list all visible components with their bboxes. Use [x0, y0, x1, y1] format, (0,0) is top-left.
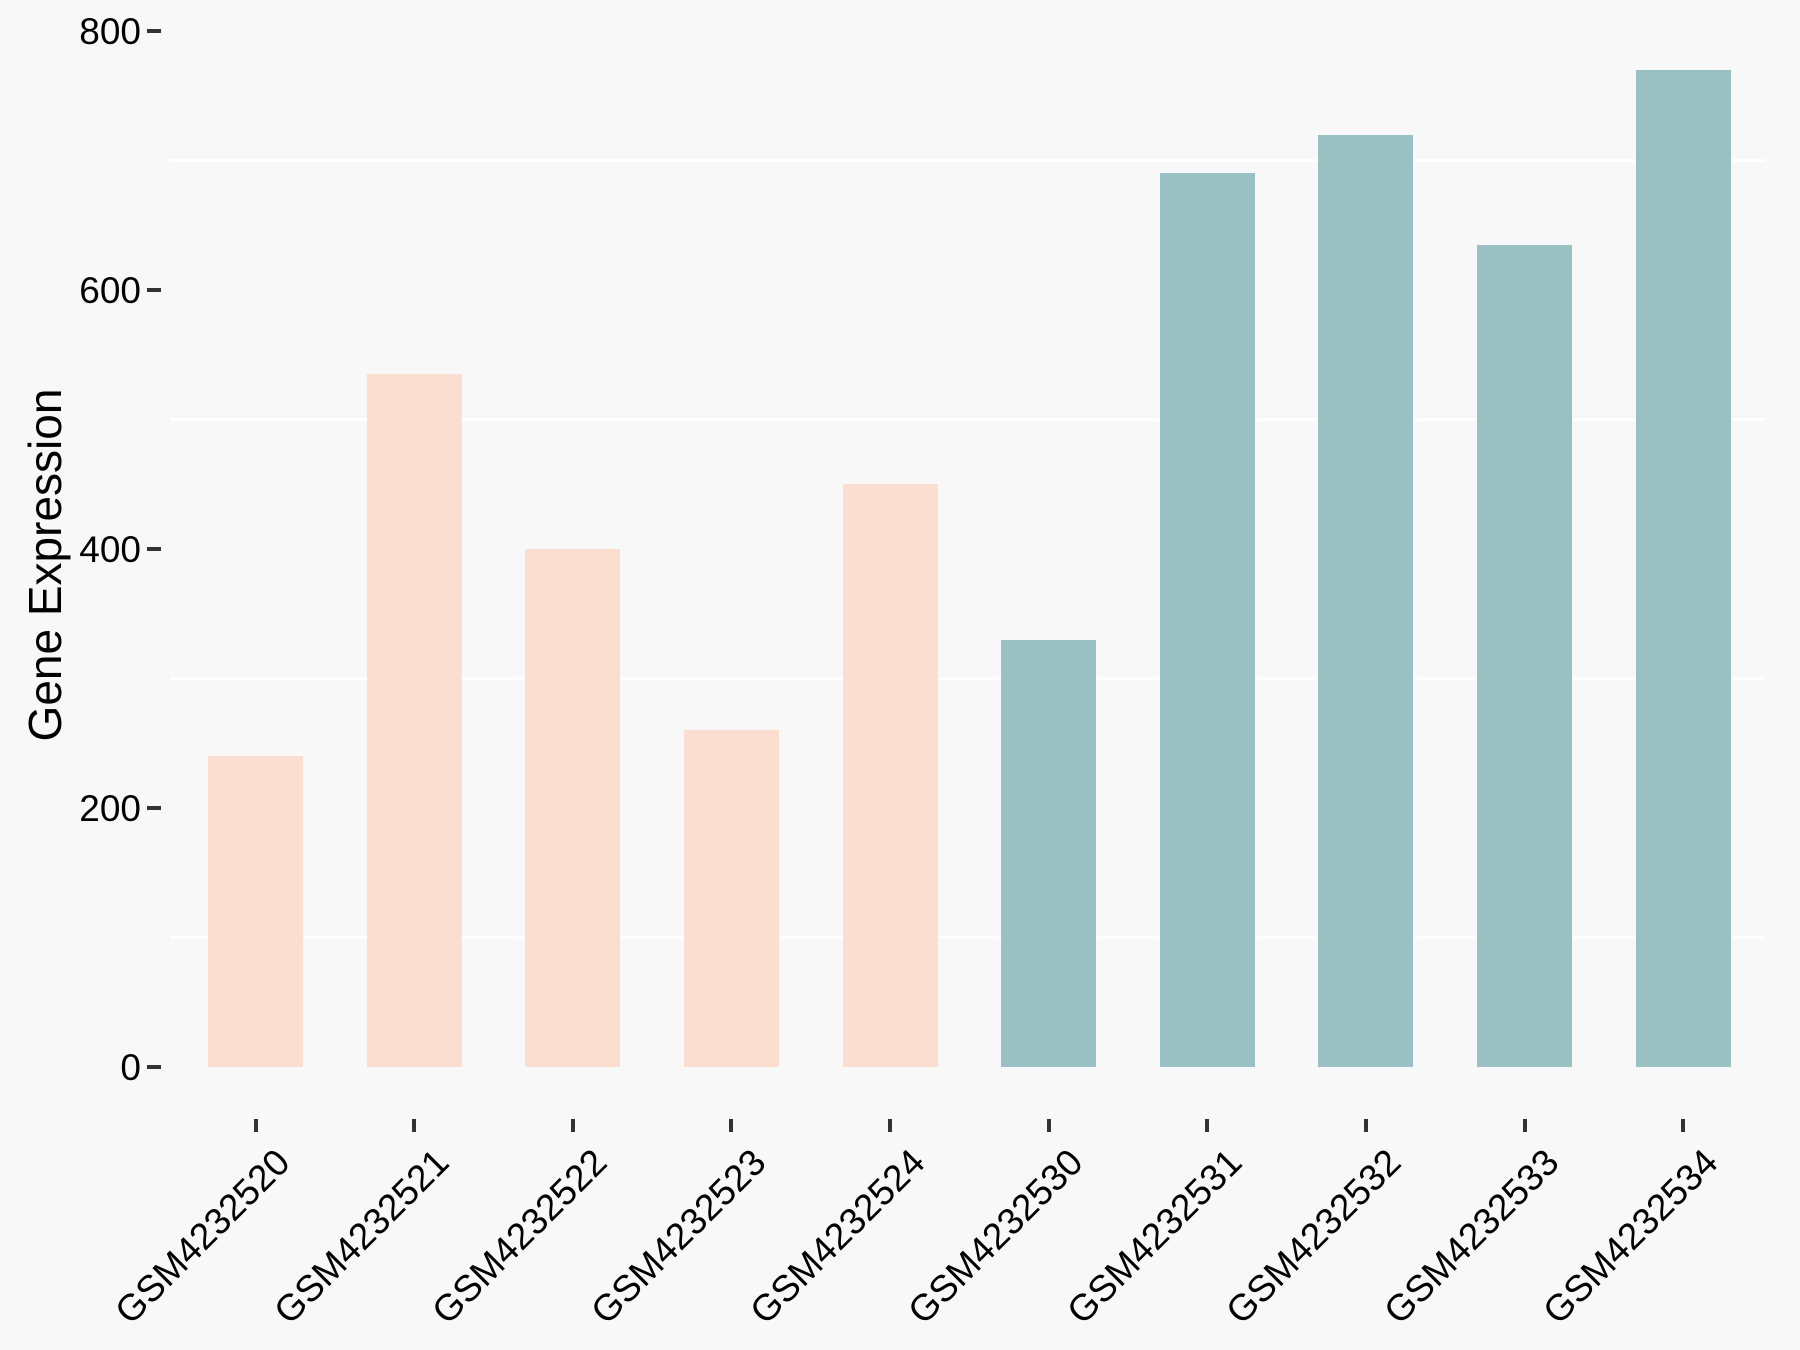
x-tick-mark-GSM4232532: [1363, 1119, 1368, 1132]
x-tick-mark-GSM4232521: [412, 1119, 417, 1132]
bar-GSM4232531: [1159, 173, 1255, 1067]
minor-gridline-500: [170, 418, 1765, 421]
y-tick-mark-400: [147, 547, 161, 551]
y-tick-label-600: 600: [79, 269, 141, 311]
bar-GSM4232524: [842, 484, 938, 1067]
y-tick-label-400: 400: [79, 528, 141, 570]
bar-GSM4232533: [1477, 244, 1573, 1067]
minor-gridline-300: [170, 677, 1765, 680]
bar-GSM4232520: [208, 756, 303, 1067]
y-axis-title: Gene Expression: [19, 388, 71, 742]
x-tick-mark-GSM4232520: [253, 1119, 258, 1132]
y-tick-mark-0: [147, 1065, 161, 1069]
x-tick-mark-GSM4232524: [888, 1119, 893, 1132]
bar-GSM4232522: [525, 549, 621, 1067]
minor-gridline-700: [170, 159, 1765, 162]
bar-GSM4232534: [1635, 69, 1731, 1067]
bar-GSM4232530: [1001, 639, 1097, 1067]
x-tick-mark-GSM4232534: [1681, 1119, 1686, 1132]
y-tick-label-200: 200: [79, 787, 141, 829]
y-tick-mark-800: [147, 29, 161, 33]
y-tick-mark-600: [147, 288, 161, 292]
y-tick-mark-200: [147, 806, 161, 810]
x-tick-mark-GSM4232522: [570, 1119, 575, 1132]
y-tick-label-800: 800: [79, 10, 141, 52]
x-tick-mark-GSM4232530: [1046, 1119, 1051, 1132]
minor-gridline-100: [170, 936, 1765, 939]
bar-GSM4232521: [366, 374, 462, 1067]
x-tick-mark-GSM4232533: [1522, 1119, 1527, 1132]
y-tick-label-0: 0: [120, 1046, 141, 1088]
bar-GSM4232532: [1318, 134, 1414, 1067]
x-tick-mark-GSM4232523: [729, 1119, 734, 1132]
bar-GSM4232523: [683, 730, 779, 1067]
x-tick-mark-GSM4232531: [1205, 1119, 1210, 1132]
